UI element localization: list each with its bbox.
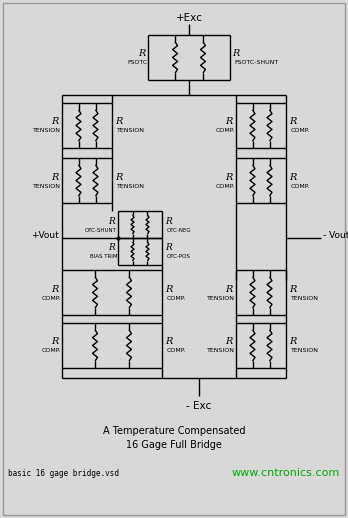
Text: R: R	[289, 284, 296, 294]
Text: OTC-NEG: OTC-NEG	[167, 227, 192, 233]
Text: R: R	[108, 217, 115, 225]
Text: R: R	[289, 118, 296, 126]
Text: R: R	[115, 118, 122, 126]
Text: OTC-POS: OTC-POS	[167, 254, 191, 260]
Text: +Exc: +Exc	[175, 13, 203, 23]
Text: R: R	[52, 172, 59, 181]
Text: - Vout: - Vout	[323, 231, 348, 239]
Text: R: R	[289, 172, 296, 181]
Text: basic 16 gage bridge.vsd: basic 16 gage bridge.vsd	[8, 468, 119, 478]
Text: A Temperature Compensated: A Temperature Compensated	[103, 426, 245, 436]
Text: R: R	[52, 338, 59, 347]
Text: R: R	[52, 118, 59, 126]
Text: TENSION: TENSION	[207, 349, 235, 353]
Text: TENSION: TENSION	[117, 183, 145, 189]
Text: www.cntronics.com: www.cntronics.com	[232, 468, 340, 478]
Text: R: R	[108, 243, 115, 252]
Text: BIAS TRIM: BIAS TRIM	[89, 254, 117, 260]
Text: COMP.: COMP.	[216, 128, 235, 134]
Text: COMP.: COMP.	[167, 295, 187, 300]
Text: COMP.: COMP.	[291, 183, 310, 189]
Text: OTC-SHUNT: OTC-SHUNT	[85, 227, 117, 233]
Text: TENSION: TENSION	[33, 128, 61, 134]
Text: R: R	[115, 172, 122, 181]
Text: TENSION: TENSION	[33, 183, 61, 189]
Text: R: R	[139, 50, 146, 59]
Text: TENSION: TENSION	[117, 128, 145, 134]
Text: FSOTC: FSOTC	[128, 61, 148, 65]
Text: R: R	[165, 243, 172, 252]
Text: TENSION: TENSION	[207, 295, 235, 300]
Text: COMP.: COMP.	[216, 183, 235, 189]
Text: TENSION: TENSION	[291, 349, 319, 353]
Text: R: R	[165, 338, 172, 347]
Text: TENSION: TENSION	[291, 295, 319, 300]
Text: R: R	[232, 50, 239, 59]
Text: 16 Gage Full Bridge: 16 Gage Full Bridge	[126, 440, 222, 450]
Text: R: R	[226, 118, 233, 126]
Text: R: R	[226, 338, 233, 347]
Text: COMP.: COMP.	[42, 349, 61, 353]
Text: FSOTC-SHUNT: FSOTC-SHUNT	[234, 61, 278, 65]
Text: R: R	[226, 172, 233, 181]
Text: R: R	[226, 284, 233, 294]
Text: +Vout: +Vout	[31, 231, 59, 239]
Text: COMP.: COMP.	[42, 295, 61, 300]
Text: R: R	[289, 338, 296, 347]
Text: R: R	[52, 284, 59, 294]
Text: COMP.: COMP.	[167, 349, 187, 353]
Text: - Exc: - Exc	[187, 401, 212, 411]
Text: R: R	[165, 284, 172, 294]
Text: COMP.: COMP.	[291, 128, 310, 134]
Text: R: R	[165, 217, 172, 225]
